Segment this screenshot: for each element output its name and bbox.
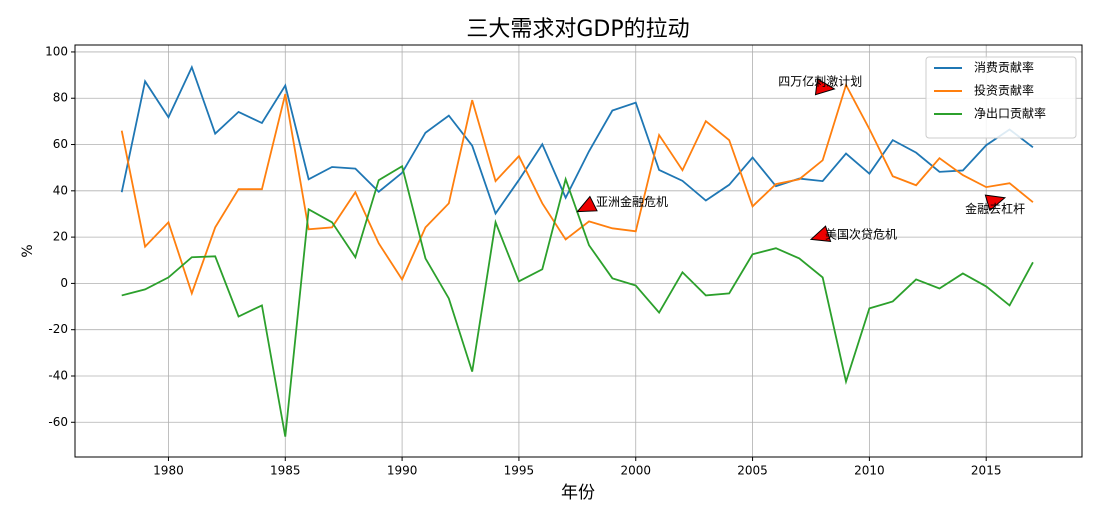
- x-tick-label: 1980: [153, 464, 184, 478]
- annotation-text: 亚洲金融危机: [596, 194, 668, 209]
- y-tick-label: -60: [48, 415, 68, 429]
- annotation-arrow: [809, 225, 832, 242]
- x-tick-label: 1995: [504, 464, 535, 478]
- chart-title: 三大需求对GDP的拉动: [466, 17, 689, 42]
- series-line: [120, 64, 1034, 216]
- annotation-text: 四万亿刺激计划: [778, 74, 862, 89]
- y-tick-label: 40: [53, 183, 68, 197]
- x-tick-label: 2015: [971, 464, 1002, 478]
- y-axis-label: %: [20, 244, 36, 257]
- y-tick-label: 0: [60, 276, 68, 290]
- x-tick-label: 2010: [854, 464, 885, 478]
- x-tick-label: 1990: [387, 464, 418, 478]
- x-axis-label: 年份: [561, 483, 595, 503]
- y-tick-label: 100: [45, 44, 68, 58]
- x-tick-label: 2005: [737, 464, 768, 478]
- annotation-arrow: [814, 78, 836, 96]
- x-tick-label: 2000: [620, 464, 651, 478]
- y-tick-label: 80: [53, 91, 68, 105]
- legend-label: 消费贡献率: [974, 60, 1034, 75]
- annotation-text: 金融去杠杆: [965, 201, 1025, 216]
- series-line: [121, 164, 1034, 437]
- legend-label: 投资贡献率: [974, 83, 1034, 98]
- y-tick-label: -20: [48, 322, 68, 336]
- legend-box: [925, 56, 1077, 139]
- series-line: [120, 82, 1034, 297]
- annotation-arrow: [984, 194, 1007, 212]
- plot-frame: [74, 44, 1083, 458]
- y-tick-label: -40: [48, 368, 68, 382]
- x-tick-label: 1985: [270, 464, 301, 478]
- y-tick-label: 60: [53, 137, 68, 151]
- legend-label: 净出口贡献率: [974, 106, 1046, 121]
- y-tick-label: 20: [53, 230, 68, 244]
- annotation-text: 美国次贷危机: [825, 227, 897, 241]
- annotation-arrow: [576, 195, 598, 213]
